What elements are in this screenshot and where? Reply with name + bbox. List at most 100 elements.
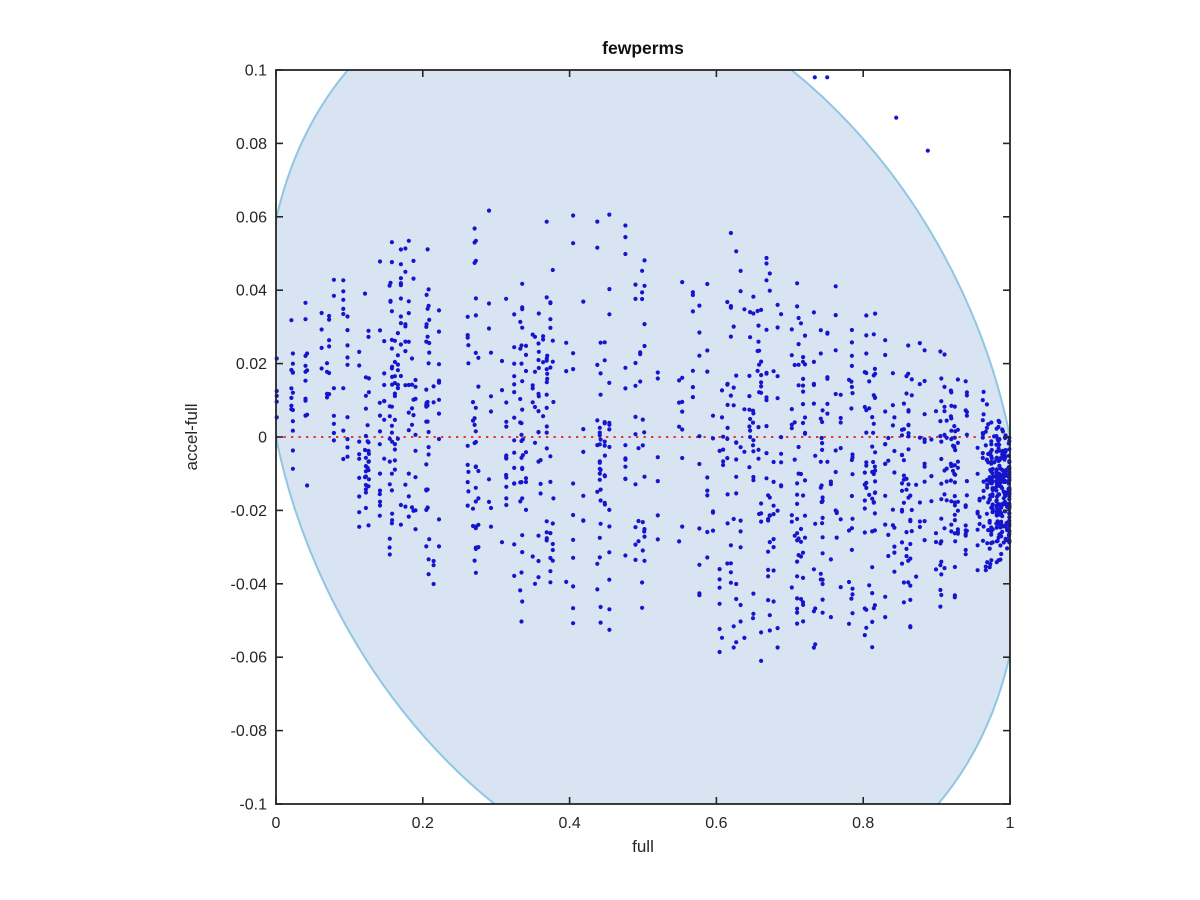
- x-tick-label: 0.6: [705, 815, 727, 832]
- scatter-point: [899, 540, 905, 545]
- scatter-point: [623, 251, 628, 257]
- scatter-point: [890, 507, 896, 512]
- scatter-point: [431, 400, 436, 405]
- scatter-point: [607, 444, 612, 450]
- scatter-point: [955, 459, 961, 464]
- scatter-point: [544, 392, 549, 397]
- scatter-point: [883, 338, 888, 343]
- scatter-point: [427, 350, 432, 355]
- scatter-point: [820, 495, 825, 500]
- scatter-point: [398, 373, 403, 379]
- scatter-point: [512, 374, 517, 379]
- scatter-point: [427, 317, 432, 322]
- scatter-point: [867, 492, 872, 497]
- scatter-point: [738, 518, 743, 523]
- scatter-point: [963, 379, 968, 384]
- scatter-point: [734, 640, 739, 645]
- scatter-point: [466, 361, 471, 366]
- scatter-point: [849, 526, 855, 531]
- scatter-point: [389, 471, 394, 476]
- scatter-point: [818, 577, 823, 582]
- scatter-point: [341, 386, 346, 391]
- scatter-point: [303, 413, 308, 418]
- scatter-point: [642, 283, 647, 288]
- scatter-point: [819, 435, 824, 441]
- scatter-point: [825, 459, 830, 464]
- scatter-point: [759, 380, 764, 385]
- scatter-point: [828, 482, 834, 487]
- scatter-point: [867, 379, 872, 384]
- scatter-point: [933, 539, 939, 545]
- scatter-point: [519, 455, 524, 460]
- scatter-point: [725, 402, 730, 407]
- scatter-point: [764, 451, 769, 456]
- scatter-point: [833, 348, 838, 353]
- scatter-point: [327, 344, 332, 349]
- scatter-point: [536, 533, 541, 538]
- scatter-point: [917, 524, 923, 530]
- scatter-point: [975, 471, 980, 476]
- scatter-point: [431, 384, 436, 389]
- scatter-point: [796, 444, 801, 450]
- scatter-point: [802, 478, 808, 483]
- scatter-point: [413, 432, 418, 437]
- scatter-point: [731, 645, 736, 650]
- scatter-point: [607, 524, 612, 529]
- scatter-point: [544, 424, 549, 429]
- scatter-point: [892, 550, 897, 555]
- scatter-point: [989, 442, 994, 447]
- scatter-point: [289, 395, 294, 400]
- scatter-point: [680, 427, 685, 432]
- scatter-point: [366, 334, 371, 339]
- scatter-point: [871, 459, 876, 465]
- scatter-point: [999, 551, 1004, 557]
- scatter-point: [849, 406, 854, 411]
- scatter-point: [403, 482, 408, 487]
- scatter-point: [795, 606, 800, 611]
- scatter-point: [571, 481, 576, 486]
- scatter-point: [917, 341, 922, 346]
- scatter-point: [989, 420, 994, 425]
- scatter-point: [377, 259, 383, 264]
- scatter-point: [473, 485, 478, 490]
- scatter-point: [987, 546, 992, 551]
- scatter-point: [1001, 496, 1006, 501]
- scatter-point: [486, 499, 492, 504]
- scatter-point: [366, 448, 371, 453]
- scatter-point: [811, 645, 817, 650]
- scatter-point: [990, 509, 995, 515]
- scatter-point: [697, 434, 702, 439]
- scatter-point: [598, 437, 603, 442]
- scatter-point: [345, 362, 350, 367]
- scatter-point: [602, 340, 607, 345]
- scatter-point: [986, 500, 991, 505]
- scatter-point: [406, 339, 411, 344]
- scatter-point: [331, 386, 336, 391]
- scatter-point: [987, 565, 992, 570]
- scatter-point: [775, 396, 780, 401]
- scatter-point: [899, 561, 905, 566]
- scatter-point: [377, 513, 382, 518]
- scatter-point: [389, 309, 394, 314]
- scatter-point: [719, 388, 725, 393]
- scatter-point: [602, 453, 608, 458]
- scatter-point: [392, 447, 397, 452]
- scatter-point: [377, 499, 383, 504]
- scatter-point: [398, 342, 403, 347]
- scatter-point: [751, 311, 756, 316]
- scatter-point: [512, 415, 517, 420]
- scatter-point: [922, 464, 927, 469]
- scatter-point: [767, 628, 772, 633]
- scatter-point: [846, 621, 852, 626]
- scatter-point: [520, 307, 525, 312]
- scatter-point: [504, 496, 509, 501]
- scatter-point: [548, 479, 553, 484]
- scatter-point: [548, 531, 553, 536]
- scatter-point: [899, 433, 905, 438]
- scatter-point: [952, 518, 958, 523]
- scatter-point: [655, 537, 660, 542]
- scatter-point: [864, 485, 869, 490]
- scatter-point: [324, 395, 330, 400]
- scatter-point: [922, 519, 927, 524]
- scatter-point: [690, 292, 696, 298]
